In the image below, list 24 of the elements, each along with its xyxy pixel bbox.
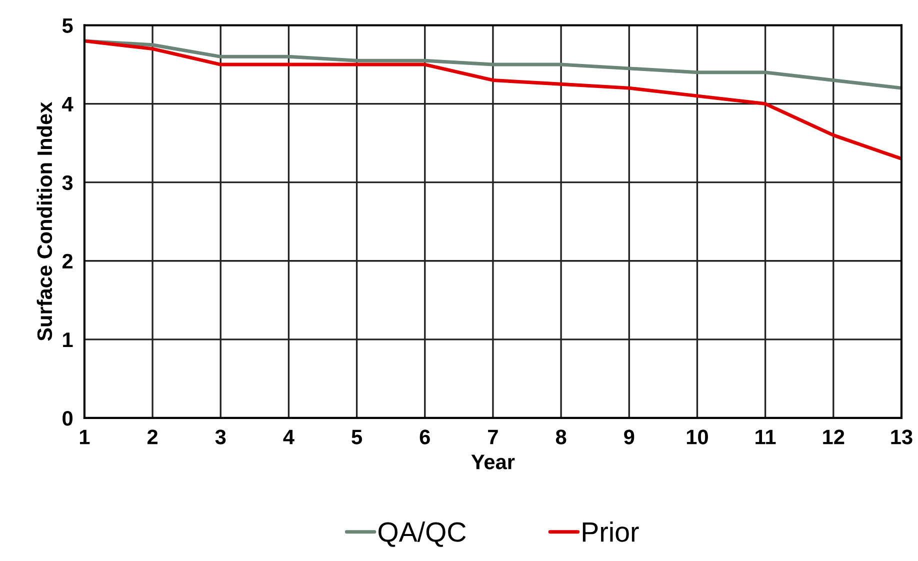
- y-tick-label: 0: [62, 410, 72, 426]
- x-tick-label: 4: [283, 430, 294, 444]
- legend-label: Prior: [582, 521, 639, 542]
- x-axis-title: Year: [471, 454, 515, 470]
- y-tick-label: 3: [62, 175, 73, 190]
- line-series: [84, 39, 902, 160]
- x-tick-label: 2: [147, 430, 158, 444]
- x-tick-label: 8: [556, 430, 566, 444]
- y-tick-label: 4: [62, 97, 74, 112]
- x-tick-label: 5: [352, 430, 362, 444]
- y-tick-label: 5: [62, 18, 73, 33]
- x-tick-label: 7: [488, 430, 498, 444]
- y-tick-label: 2: [62, 254, 73, 268]
- x-tick-label: 11: [756, 430, 776, 444]
- legend-label: QA/QC: [378, 521, 466, 547]
- y-tick-label: 1: [63, 332, 73, 347]
- x-tick-label: 12: [823, 430, 844, 444]
- x-tick-label: 13: [891, 430, 912, 444]
- x-tick-label: 1: [80, 430, 90, 444]
- x-tick-label: 3: [215, 430, 226, 444]
- x-tick-label: 10: [686, 430, 708, 444]
- y-axis-title: Surface Condition Index: [36, 102, 52, 341]
- x-tick-label: 6: [420, 430, 430, 444]
- x-tick-label: 9: [624, 430, 634, 444]
